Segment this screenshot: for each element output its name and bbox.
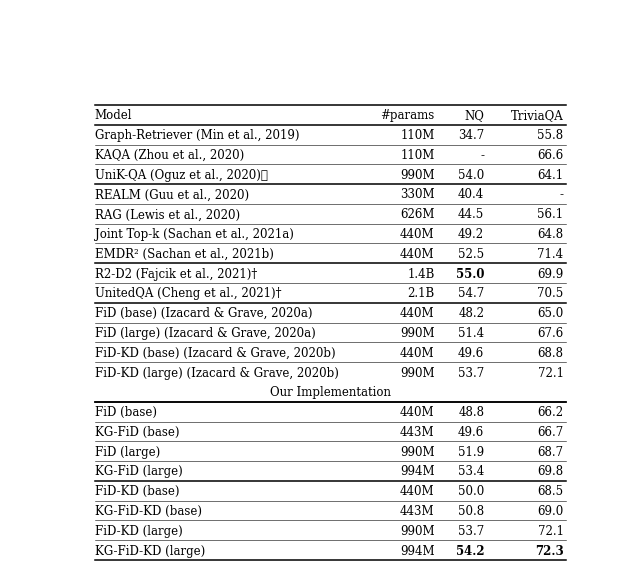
Text: 68.7: 68.7 <box>538 445 564 458</box>
Text: 65.0: 65.0 <box>538 307 564 320</box>
Text: FiD-KD (large): FiD-KD (large) <box>95 525 182 538</box>
Text: 72.1: 72.1 <box>538 367 564 380</box>
Text: 68.8: 68.8 <box>538 347 564 360</box>
Text: 51.4: 51.4 <box>458 327 484 340</box>
Text: 53.7: 53.7 <box>458 525 484 538</box>
Text: 69.0: 69.0 <box>538 505 564 518</box>
Text: 71.4: 71.4 <box>538 248 564 261</box>
Text: 64.1: 64.1 <box>538 169 564 182</box>
Text: KG-FiD (base): KG-FiD (base) <box>95 426 179 439</box>
Text: UniK-QA (Oguz et al., 2020)⋆: UniK-QA (Oguz et al., 2020)⋆ <box>95 169 268 182</box>
Text: 443M: 443M <box>400 426 435 439</box>
Text: 50.8: 50.8 <box>458 505 484 518</box>
Text: 990M: 990M <box>400 169 435 182</box>
Text: 49.6: 49.6 <box>458 426 484 439</box>
Text: 990M: 990M <box>400 445 435 458</box>
Text: Graph-Retriever (Min et al., 2019): Graph-Retriever (Min et al., 2019) <box>95 129 300 142</box>
Text: FiD (base): FiD (base) <box>95 406 157 419</box>
Text: EMDR² (Sachan et al., 2021b): EMDR² (Sachan et al., 2021b) <box>95 248 274 261</box>
Text: NQ: NQ <box>465 109 484 122</box>
Text: 440M: 440M <box>400 347 435 360</box>
Text: 994M: 994M <box>400 544 435 558</box>
Text: 440M: 440M <box>400 248 435 261</box>
Text: 69.8: 69.8 <box>538 465 564 478</box>
Text: 110M: 110M <box>400 149 435 162</box>
Text: 55.8: 55.8 <box>538 129 564 142</box>
Text: 51.9: 51.9 <box>458 445 484 458</box>
Text: 990M: 990M <box>400 367 435 380</box>
Text: Our Implementation: Our Implementation <box>270 387 391 400</box>
Text: 66.7: 66.7 <box>538 426 564 439</box>
Text: FiD-KD (base): FiD-KD (base) <box>95 485 179 498</box>
Text: 626M: 626M <box>400 208 435 221</box>
Text: 53.4: 53.4 <box>458 465 484 478</box>
Text: R2-D2 (Fajcik et al., 2021)†: R2-D2 (Fajcik et al., 2021)† <box>95 268 257 281</box>
Text: 49.2: 49.2 <box>458 228 484 241</box>
Text: 440M: 440M <box>400 485 435 498</box>
Text: KAQA (Zhou et al., 2020): KAQA (Zhou et al., 2020) <box>95 149 244 162</box>
Text: #params: #params <box>380 109 435 122</box>
Text: 54.0: 54.0 <box>458 169 484 182</box>
Text: 54.7: 54.7 <box>458 288 484 301</box>
Text: 44.5: 44.5 <box>458 208 484 221</box>
Text: 330M: 330M <box>400 188 435 201</box>
Text: 70.5: 70.5 <box>538 288 564 301</box>
Text: REALM (Guu et al., 2020): REALM (Guu et al., 2020) <box>95 188 249 201</box>
Text: 994M: 994M <box>400 465 435 478</box>
Text: -: - <box>559 188 564 201</box>
Text: TriviaQA: TriviaQA <box>511 109 564 122</box>
Text: 69.9: 69.9 <box>538 268 564 281</box>
Text: FiD-KD (base) (Izacard & Grave, 2020b): FiD-KD (base) (Izacard & Grave, 2020b) <box>95 347 335 360</box>
Text: 68.5: 68.5 <box>538 485 564 498</box>
Text: RAG (Lewis et al., 2020): RAG (Lewis et al., 2020) <box>95 208 240 221</box>
Text: FiD-KD (large) (Izacard & Grave, 2020b): FiD-KD (large) (Izacard & Grave, 2020b) <box>95 367 339 380</box>
Text: 64.8: 64.8 <box>538 228 564 241</box>
Text: Joint Top-k (Sachan et al., 2021a): Joint Top-k (Sachan et al., 2021a) <box>95 228 294 241</box>
Text: 67.6: 67.6 <box>538 327 564 340</box>
Text: FiD (large): FiD (large) <box>95 445 160 458</box>
Text: 53.7: 53.7 <box>458 367 484 380</box>
Text: 1.4B: 1.4B <box>407 268 435 281</box>
Text: Model: Model <box>95 109 132 122</box>
Text: 443M: 443M <box>400 505 435 518</box>
Text: 40.4: 40.4 <box>458 188 484 201</box>
Text: 72.1: 72.1 <box>538 525 564 538</box>
Text: 990M: 990M <box>400 525 435 538</box>
Text: 440M: 440M <box>400 228 435 241</box>
Text: FiD (large) (Izacard & Grave, 2020a): FiD (large) (Izacard & Grave, 2020a) <box>95 327 316 340</box>
Text: FiD (base) (Izacard & Grave, 2020a): FiD (base) (Izacard & Grave, 2020a) <box>95 307 312 320</box>
Text: 66.6: 66.6 <box>538 149 564 162</box>
Text: KG-FiD-KD (base): KG-FiD-KD (base) <box>95 505 202 518</box>
Text: 56.1: 56.1 <box>538 208 564 221</box>
Text: KG-FiD-KD (large): KG-FiD-KD (large) <box>95 544 205 558</box>
Text: 55.0: 55.0 <box>456 268 484 281</box>
Text: 110M: 110M <box>400 129 435 142</box>
Text: 440M: 440M <box>400 307 435 320</box>
Text: 72.3: 72.3 <box>535 544 564 558</box>
Text: 49.6: 49.6 <box>458 347 484 360</box>
Text: 54.2: 54.2 <box>456 544 484 558</box>
Text: -: - <box>480 149 484 162</box>
Text: 66.2: 66.2 <box>538 406 564 419</box>
Text: 34.7: 34.7 <box>458 129 484 142</box>
Text: 2.1B: 2.1B <box>408 288 435 301</box>
Text: 52.5: 52.5 <box>458 248 484 261</box>
Text: 48.8: 48.8 <box>458 406 484 419</box>
Text: KG-FiD (large): KG-FiD (large) <box>95 465 182 478</box>
Text: 48.2: 48.2 <box>458 307 484 320</box>
Text: UnitedQA (Cheng et al., 2021)†: UnitedQA (Cheng et al., 2021)† <box>95 288 282 301</box>
Text: 50.0: 50.0 <box>458 485 484 498</box>
Text: 440M: 440M <box>400 406 435 419</box>
Text: 990M: 990M <box>400 327 435 340</box>
